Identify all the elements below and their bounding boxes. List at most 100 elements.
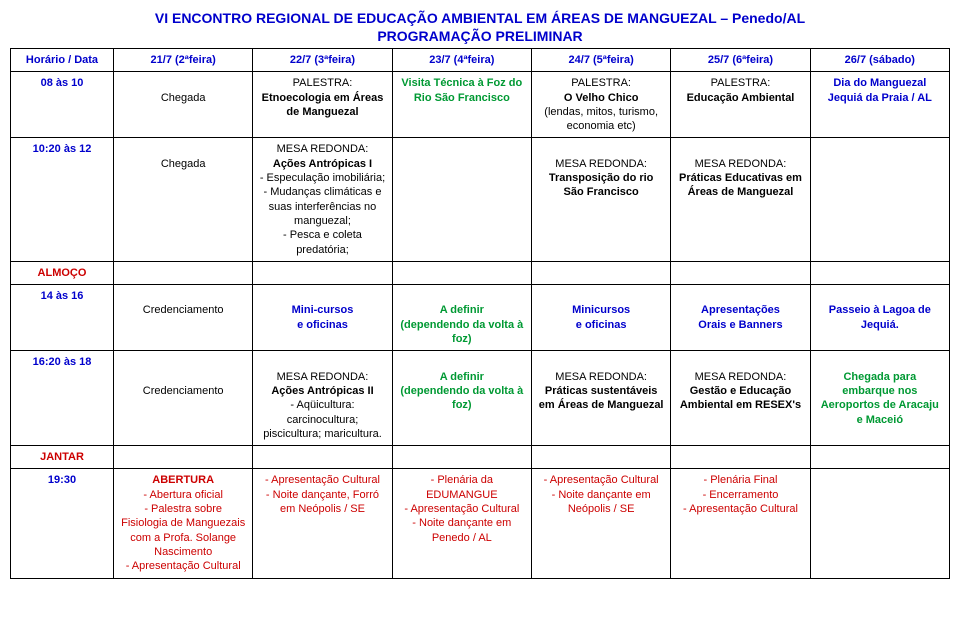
cell-08-d6: Dia do Manguezal Jequiá da Praia / AL [810,72,949,138]
text: MESA REDONDA: [259,370,385,384]
cell-1620-d3: A definir (dependendo da volta à foz) [392,351,531,446]
time-1930: 19:30 [11,469,114,578]
text: MESA REDONDA: [259,142,385,156]
text: Chegada para embarque nos Aeroportos de … [817,370,943,427]
text: Orais e Banners [677,318,803,332]
row-almoco: ALMOÇO [11,261,950,284]
text: Educação Ambiental [677,91,803,105]
text: Apresentações [677,303,803,317]
cell-1930-d1: ABERTURA - Abertura oficial - Palestra s… [114,469,253,578]
text: (dependendo da volta à foz) [399,318,525,347]
text: Jequiá da Praia / AL [817,91,943,105]
cell-08-d3: Visita Técnica à Foz do Rio São Francisc… [392,72,531,138]
text: Ações Antrópicas II [259,384,385,398]
text: Gestão e Educação Ambiental em RESEX's [677,384,803,413]
row-1620: 16:20 às 18 Credenciamento MESA REDONDA:… [11,351,950,446]
text: - Plenária da EDUMANGUE [399,473,525,502]
cell-almoco-d3 [392,261,531,284]
text: - Mudanças climáticas e suas interferênc… [259,185,385,228]
row-1930: 19:30 ABERTURA - Abertura oficial - Pale… [11,469,950,578]
row-14: 14 às 16 Credenciamento Mini-cursos e of… [11,285,950,351]
cell-almoco-d6 [810,261,949,284]
page-subtitle: PROGRAMAÇÃO PRELIMINAR [10,28,950,44]
text: Mini-cursos [259,303,385,317]
text: - Plenária Final [677,473,803,487]
text: Práticas Educativas em Áreas de Mangueza… [677,171,803,200]
cell-jantar-d6 [810,446,949,469]
time-14: 14 às 16 [11,285,114,351]
cell-1620-d1: Credenciamento [114,351,253,446]
text: Práticas sustentáveis em Áreas de Mangue… [538,384,664,413]
cell-1620-d2: MESA REDONDA: Ações Antrópicas II - Aqüi… [253,351,392,446]
row-jantar: JANTAR [11,446,950,469]
cell-jantar-d3 [392,446,531,469]
text: e oficinas [259,318,385,332]
text: A definir [399,303,525,317]
cell-almoco-d2 [253,261,392,284]
jantar-label: JANTAR [11,446,114,469]
text: - Noite dançante, Forró em Neópolis / SE [259,488,385,517]
cell-14-d6: Passeio à Lagoa de Jequiá. [810,285,949,351]
col-head-day2: 22/7 (3ªfeira) [253,49,392,72]
text: - Encerramento [677,488,803,502]
text: Chegada [161,92,206,104]
text: Passeio à Lagoa de Jequiá. [817,303,943,332]
cell-1930-d3: - Plenária da EDUMANGUE - Apresentação C… [392,469,531,578]
text: - Apresentação Cultural [120,559,246,573]
cell-1020-d3 [392,138,531,261]
row-08: 08 às 10 Chegada PALESTRA: Etnoecologia … [11,72,950,138]
cell-1620-d6: Chegada para embarque nos Aeroportos de … [810,351,949,446]
text: Credenciamento [143,304,224,316]
text: - Noite dançante em Penedo / AL [399,516,525,545]
time-1620: 16:20 às 18 [11,351,114,446]
text: Ações Antrópicas I [259,157,385,171]
cell-1930-d6 [810,469,949,578]
text: Transposição do rio São Francisco [538,171,664,200]
text: Credenciamento [143,385,224,397]
text: Minicursos [538,303,664,317]
col-head-day3: 23/7 (4ªfeira) [392,49,531,72]
text: Dia do Manguezal [817,76,943,90]
time-1020: 10:20 às 12 [11,138,114,261]
cell-jantar-d2 [253,446,392,469]
cell-14-d5: Apresentações Orais e Banners [671,285,810,351]
cell-1020-d5: MESA REDONDA: Práticas Educativas em Áre… [671,138,810,261]
cell-almoco-d4 [531,261,670,284]
text: Etnoecologia em Áreas de Manguezal [259,91,385,120]
text: MESA REDONDA: [538,157,664,171]
cell-08-d2: PALESTRA: Etnoecologia em Áreas de Mangu… [253,72,392,138]
cell-14-d1: Credenciamento [114,285,253,351]
text: Chegada [161,158,206,170]
text: e oficinas [538,318,664,332]
text: Visita Técnica à Foz do Rio São Francisc… [399,76,525,105]
text: A definir [399,370,525,384]
text: - Apresentação Cultural [538,473,664,487]
row-1020: 10:20 às 12 Chegada MESA REDONDA: Ações … [11,138,950,261]
cell-1620-d5: MESA REDONDA: Gestão e Educação Ambienta… [671,351,810,446]
page-title: VI ENCONTRO REGIONAL DE EDUCAÇÃO AMBIENT… [10,10,950,26]
cell-1020-d1: Chegada [114,138,253,261]
cell-1930-d2: - Apresentação Cultural - Noite dançante… [253,469,392,578]
cell-almoco-d5 [671,261,810,284]
text: MESA REDONDA: [677,157,803,171]
text: - Abertura oficial [120,488,246,502]
text: - Especulação imobiliária; [259,171,385,185]
cell-14-d4: Minicursos e oficinas [531,285,670,351]
almoco-label: ALMOÇO [11,261,114,284]
cell-jantar-d4 [531,446,670,469]
text: PALESTRA: [677,76,803,90]
text: PALESTRA: [538,76,664,90]
col-head-day5: 25/7 (6ªfeira) [671,49,810,72]
text: - Noite dançante em Neópolis / SE [538,488,664,517]
text: ABERTURA [120,473,246,487]
text: MESA REDONDA: [538,370,664,384]
col-head-day6: 26/7 (sábado) [810,49,949,72]
text: O Velho Chico [538,91,664,105]
time-08: 08 às 10 [11,72,114,138]
cell-14-d3: A definir (dependendo da volta à foz) [392,285,531,351]
text: - Apresentação Cultural [677,502,803,516]
cell-jantar-d1 [114,446,253,469]
schedule-table: Horário / Data 21/7 (2ªfeira) 22/7 (3ªfe… [10,48,950,579]
text: - Apresentação Cultural [399,502,525,516]
cell-1020-d6 [810,138,949,261]
